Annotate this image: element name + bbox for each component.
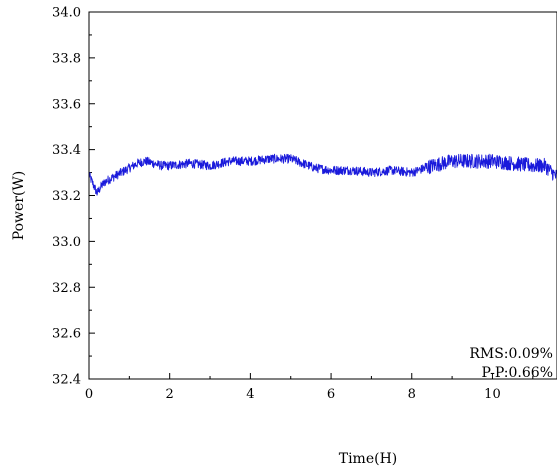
x-axis-title: Time(H) [339,451,398,467]
y-tick-label: 33.0 [52,235,81,250]
y-tick-label: 33.6 [52,97,81,112]
x-tick-label: 2 [166,387,174,402]
y-tick-label: 32.6 [52,327,81,342]
peak-to-peak-annotation: P-P:0.66% [482,365,554,381]
y-axis-title: Power(W) [11,171,27,241]
y-tick-label: 33.2 [52,189,81,204]
x-tick-label: 10 [484,387,501,402]
y-tick-label: 32.8 [52,281,81,296]
rms-annotation: RMS:0.09% [469,346,553,362]
labels-layer: 32.4 32.6 32.8 33.0 33.2 33.4 33.6 33.8 34.0 0 2 4 6… [52,6,501,403]
power-series-line [88,153,557,196]
x-tick-label: 6 [327,387,335,402]
plot-frame [88,11,557,380]
x-tick-label: 0 [85,387,93,402]
y-tick-label: 33.4 [52,143,81,158]
y-tick-label: 34.0 [52,6,81,21]
ticks-layer [88,11,534,380]
x-tick-label: 4 [246,387,254,402]
x-tick-label: 8 [408,387,416,402]
y-tick-label: 32.4 [52,373,81,388]
y-tick-label: 33.8 [52,51,81,66]
series-layer [88,153,557,196]
